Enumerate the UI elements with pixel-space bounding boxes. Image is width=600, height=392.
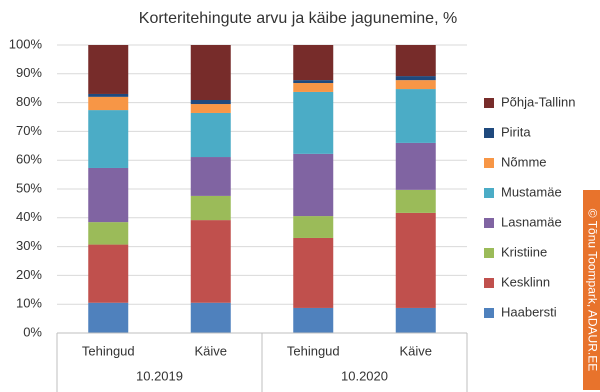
bar-segment [190, 112, 231, 158]
y-tick-label: 20% [16, 267, 42, 282]
legend-label: Pirita [501, 124, 531, 139]
y-tick-label: 0% [23, 324, 42, 339]
bar-segment [88, 96, 129, 111]
bar-segment [293, 153, 334, 217]
watermark-bg [583, 190, 600, 390]
legend-swatch [484, 308, 494, 318]
bar-segment [190, 45, 231, 101]
bar-segment [190, 220, 231, 303]
legend-label: Mustamäe [501, 184, 562, 199]
bar-segment [395, 212, 436, 308]
legend-swatch [484, 98, 494, 108]
legend-swatch [484, 278, 494, 288]
bar-segment [293, 45, 334, 81]
bar-segment [88, 110, 129, 168]
x-tick-label: Tehingud [287, 343, 340, 358]
bar-segment [293, 216, 334, 238]
y-tick-label: 100% [9, 36, 43, 51]
bar-segment [395, 89, 436, 143]
legend-label: Lasnamäe [501, 214, 562, 229]
y-tick-label: 60% [16, 152, 42, 167]
y-tick-label: 30% [16, 238, 42, 253]
legend-label: Kesklinn [501, 274, 550, 289]
x-tick-label: Käive [399, 343, 432, 358]
legend-swatch [484, 158, 494, 168]
bar-segment [88, 222, 129, 245]
legend-label: Kristiine [501, 244, 547, 259]
group-label: 10.2020 [341, 368, 388, 383]
group-label: 10.2019 [136, 368, 183, 383]
bar-segment [293, 91, 334, 154]
bar-segment [190, 157, 231, 196]
y-tick-label: 80% [16, 94, 42, 109]
bar-segment [395, 142, 436, 190]
bar-segment [190, 195, 231, 221]
bar-segment [88, 45, 129, 94]
bar-segment [395, 307, 436, 333]
legend-swatch [484, 188, 494, 198]
y-tick-label: 70% [16, 123, 42, 138]
y-tick-label: 40% [16, 209, 42, 224]
bar-segment [190, 100, 231, 105]
legend-label: Nõmme [501, 154, 547, 169]
bar-segment [395, 189, 436, 213]
bar-segment [395, 45, 436, 77]
bar-segment [293, 80, 334, 84]
legend-swatch [484, 128, 494, 138]
x-tick-label: Käive [194, 343, 227, 358]
bar-segment [395, 76, 436, 81]
legend-label: Haabersti [501, 304, 557, 319]
bar-segment [293, 83, 334, 92]
y-tick-label: 10% [16, 296, 42, 311]
y-tick-label: 90% [16, 65, 42, 80]
bar-segment [88, 167, 129, 223]
bar-segment [293, 237, 334, 308]
bar-segment [190, 302, 231, 333]
legend-label: Põhja-Tallinn [501, 94, 575, 109]
y-tick-label: 50% [16, 180, 42, 195]
legend-swatch [484, 218, 494, 228]
bar-segment [88, 244, 129, 303]
bar-segment [395, 80, 436, 90]
bar-segment [88, 93, 129, 97]
legend-swatch [484, 248, 494, 258]
bar-segment [88, 302, 129, 333]
bar-segment [190, 104, 231, 113]
chart-title: Korteritehingute arvu ja käibe jagunemin… [139, 10, 457, 27]
x-tick-label: Tehingud [82, 343, 135, 358]
watermark: © Tõnu Toompark, ADAUR.EE [585, 209, 599, 371]
bar-segment [293, 307, 334, 333]
